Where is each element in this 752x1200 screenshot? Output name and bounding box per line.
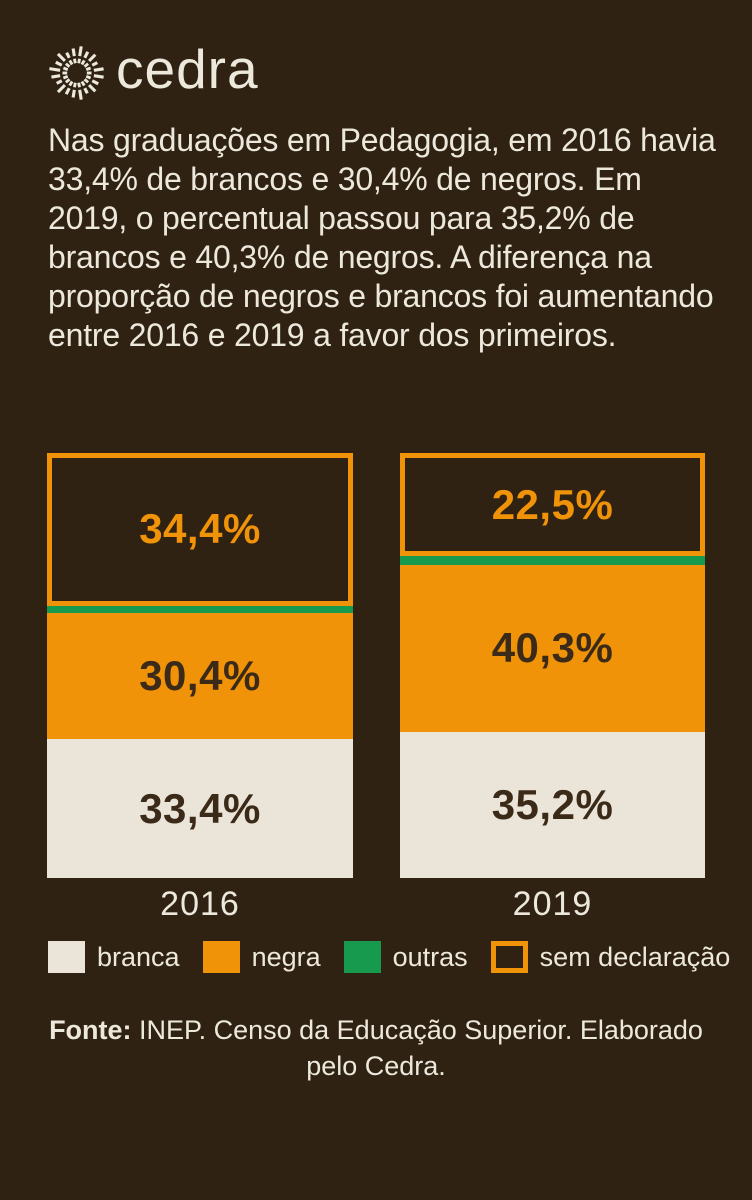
outras-swatch <box>343 941 381 973</box>
legend-item-negra: negra <box>202 941 321 973</box>
sunburst-icon <box>49 45 104 100</box>
legend-item-sem-declaracao: sem declaração <box>490 941 731 973</box>
brand-name: cedra <box>116 38 259 100</box>
legend-item-branca: branca <box>48 941 180 973</box>
source-text: INEP. Censo da Educação Superior. Elabor… <box>131 1015 703 1081</box>
branca-swatch <box>48 941 85 973</box>
segment-outras-2016 <box>47 605 353 614</box>
logo: cedra <box>48 42 259 103</box>
segment-value-label: 22,5% <box>491 480 614 528</box>
intro-text: Nas graduações em Pedagogia, em 2016 hav… <box>48 122 716 353</box>
segment-value-label: 33,4% <box>139 784 261 832</box>
segment-branca-2019: 35,2% <box>400 731 705 878</box>
legend-label: negra <box>251 941 321 972</box>
segment-outras-2019 <box>400 556 705 565</box>
negra-swatch <box>202 941 240 973</box>
stacked-bar-2016: 34,4% 30,4% 33,4% <box>47 453 353 878</box>
legend-item-outras: outras <box>343 941 468 973</box>
segment-sem-declaracao-2016: 34,4% <box>47 453 353 606</box>
segment-sem-declaracao-2019: 22,5% <box>400 453 705 557</box>
source-label: Fonte: <box>49 1015 132 1045</box>
x-axis-label-2019: 2019 <box>512 884 593 923</box>
sem-declaracao-swatch <box>490 941 528 973</box>
segment-branca-2016: 33,4% <box>47 739 353 878</box>
segment-value-label: 30,4% <box>139 652 261 700</box>
x-axis-label-2016: 2016 <box>160 884 240 923</box>
legend-label: sem declaração <box>539 941 731 972</box>
legend-label: branca <box>97 941 180 972</box>
chart-legend: branca negra outras sem declaração <box>48 940 730 974</box>
stacked-bar-2019: 22,5% 40,3% 35,2% <box>400 453 705 878</box>
source-note: Fonte: INEP. Censo da Educação Superior.… <box>46 1012 706 1084</box>
segment-value-label: 35,2% <box>491 780 614 828</box>
segment-value-label: 40,3% <box>491 624 614 672</box>
legend-label: outras <box>392 941 468 972</box>
segment-value-label: 34,4% <box>139 505 261 553</box>
segment-negra-2019: 40,3% <box>400 564 705 732</box>
segment-negra-2016: 30,4% <box>47 613 353 740</box>
